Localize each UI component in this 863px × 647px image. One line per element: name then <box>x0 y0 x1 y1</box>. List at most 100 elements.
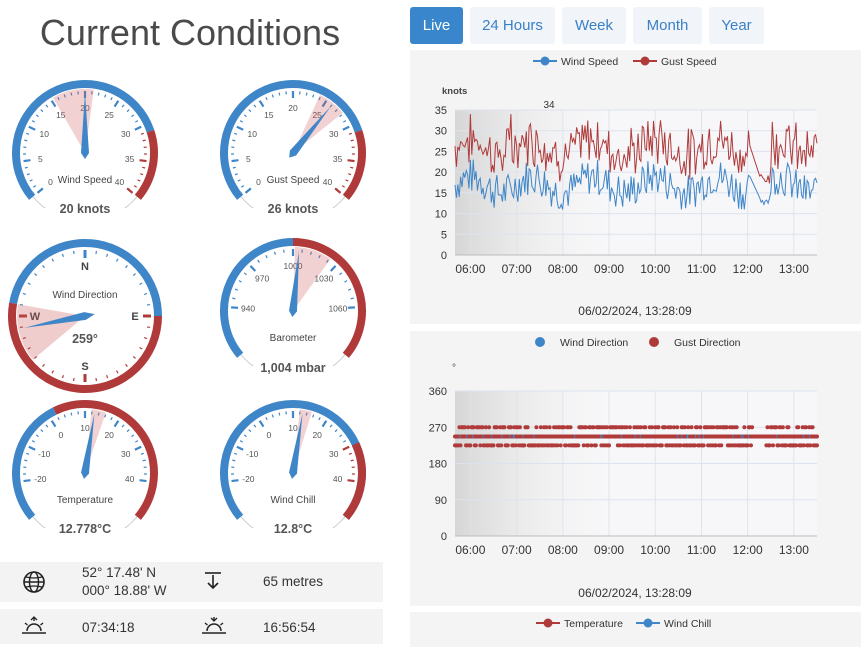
gauge-band <box>12 407 57 520</box>
gust-direction-point <box>591 425 596 430</box>
gauge-needle <box>289 413 303 479</box>
location-row: 52° 17.48' N 000° 18.88' W 65 metres <box>0 562 383 602</box>
gust-direction-point <box>534 425 539 430</box>
altitude-arrow-icon <box>205 572 221 590</box>
compass-tick <box>19 326 24 329</box>
gust-speed-value: 26 knots <box>267 202 319 216</box>
gauge-label: Wind Chill <box>270 495 315 506</box>
gauge-tick <box>345 179 349 182</box>
gauge-tick <box>249 265 257 272</box>
gauge-tick <box>342 440 347 443</box>
gauge-tick <box>113 420 120 428</box>
gauge-tick <box>113 100 120 108</box>
gauge-tick-label: 0 <box>256 177 261 187</box>
gauge-tick <box>258 420 265 428</box>
gauge-tick <box>63 94 66 98</box>
gauge-tick <box>142 459 146 462</box>
y-tick-label: 15 <box>435 188 447 200</box>
gauge-tick-label: 0 <box>58 430 63 440</box>
gauge-tick <box>339 434 343 438</box>
tab-week[interactable]: Week <box>562 7 626 44</box>
temperature-chart: Temperature Wind Chill <box>410 612 861 647</box>
gauge-tick <box>234 452 238 455</box>
gauge-tick-label: 5 <box>38 154 43 164</box>
series-gust-speed <box>454 114 818 184</box>
compass-label: Wind Direction <box>52 290 117 301</box>
gauge-tick <box>36 187 44 194</box>
x-tick-label: 13:00 <box>779 543 809 557</box>
gauge-tick <box>237 179 241 182</box>
gauge-tick <box>278 412 281 416</box>
x-tick-label: 12:00 <box>733 262 763 276</box>
gust-direction-point <box>471 425 476 430</box>
gust-direction-point <box>663 425 668 430</box>
gust-direction-point <box>671 425 676 430</box>
gauge-tick <box>134 125 142 131</box>
compass-tick <box>22 336 27 340</box>
gauge-tick <box>40 429 44 433</box>
gauge-tick-label: 10 <box>288 423 298 433</box>
gauge-tick <box>350 297 354 300</box>
gauge-tick <box>26 132 30 135</box>
gauge-tick-label: 40 <box>323 177 333 187</box>
gust-direction-point <box>483 425 488 430</box>
gust-direction-point <box>618 443 623 448</box>
gust-direction-point <box>784 443 789 448</box>
gauge-band <box>342 442 366 520</box>
gauge-tick <box>318 255 321 259</box>
gauge-tick <box>232 139 236 142</box>
gust-direction-point <box>742 425 747 430</box>
gust-direction-point <box>724 425 729 430</box>
gauge-tick-label: 5 <box>246 154 251 164</box>
gauge-tick <box>50 100 57 108</box>
gauge-label: Barometer <box>270 333 317 344</box>
gauge-tick-label: 10 <box>80 423 90 433</box>
gust-direction-point <box>719 443 724 448</box>
gauge-tick <box>271 94 274 98</box>
compass-tick <box>19 303 24 306</box>
tab-live[interactable]: Live <box>410 7 463 44</box>
gauge-tick <box>253 104 257 108</box>
compass-tick <box>146 303 151 306</box>
gauge-tick <box>24 166 28 169</box>
gust-direction-point <box>767 443 772 448</box>
gauge-label: Wind Speed <box>58 175 112 186</box>
gauge-tick-label: 20 <box>312 430 322 440</box>
gauge-tick <box>253 424 257 428</box>
gauge-tick <box>31 440 36 443</box>
gauge-needle <box>289 106 331 158</box>
gust-direction-point <box>604 425 609 430</box>
gauge-tick-label: 1000 <box>284 261 303 271</box>
gauge-tick <box>126 187 134 194</box>
tab-24-hours[interactable]: 24 Hours <box>470 7 555 44</box>
compass-point-label: S <box>81 361 88 373</box>
gauge-tick-label: 1030 <box>314 273 333 283</box>
gauge-tick <box>350 166 354 169</box>
gauge-tick <box>348 132 352 135</box>
gauge-tick <box>26 173 30 176</box>
compass-tick <box>27 346 31 350</box>
tab-month[interactable]: Month <box>633 7 702 44</box>
gauge-tick <box>40 109 44 113</box>
gust-direction-point <box>458 443 463 448</box>
temperature-value: 12.778°C <box>58 522 112 536</box>
tab-year[interactable]: Year <box>709 7 764 44</box>
y-axis-label: knots <box>442 86 467 97</box>
sunset-icon <box>202 617 226 634</box>
y-tick-label: 0 <box>441 250 447 262</box>
gust-direction-point <box>649 425 654 430</box>
gust-direction-point <box>776 443 781 448</box>
gauge-tick <box>234 288 239 291</box>
gauge-tick <box>339 272 343 276</box>
compass-tick <box>143 292 148 296</box>
gauge-tick <box>271 414 274 418</box>
gauge-tick-label: 35 <box>333 154 343 164</box>
gust-direction-point <box>505 443 510 448</box>
gauge-tick <box>273 251 276 255</box>
x-tick-label: 07:00 <box>502 543 532 557</box>
compass-tick <box>34 356 38 359</box>
gust-direction-point <box>564 443 569 448</box>
gust-direction-point <box>513 443 518 448</box>
gust-direction-point <box>480 425 485 430</box>
gauge-tick <box>110 417 113 421</box>
